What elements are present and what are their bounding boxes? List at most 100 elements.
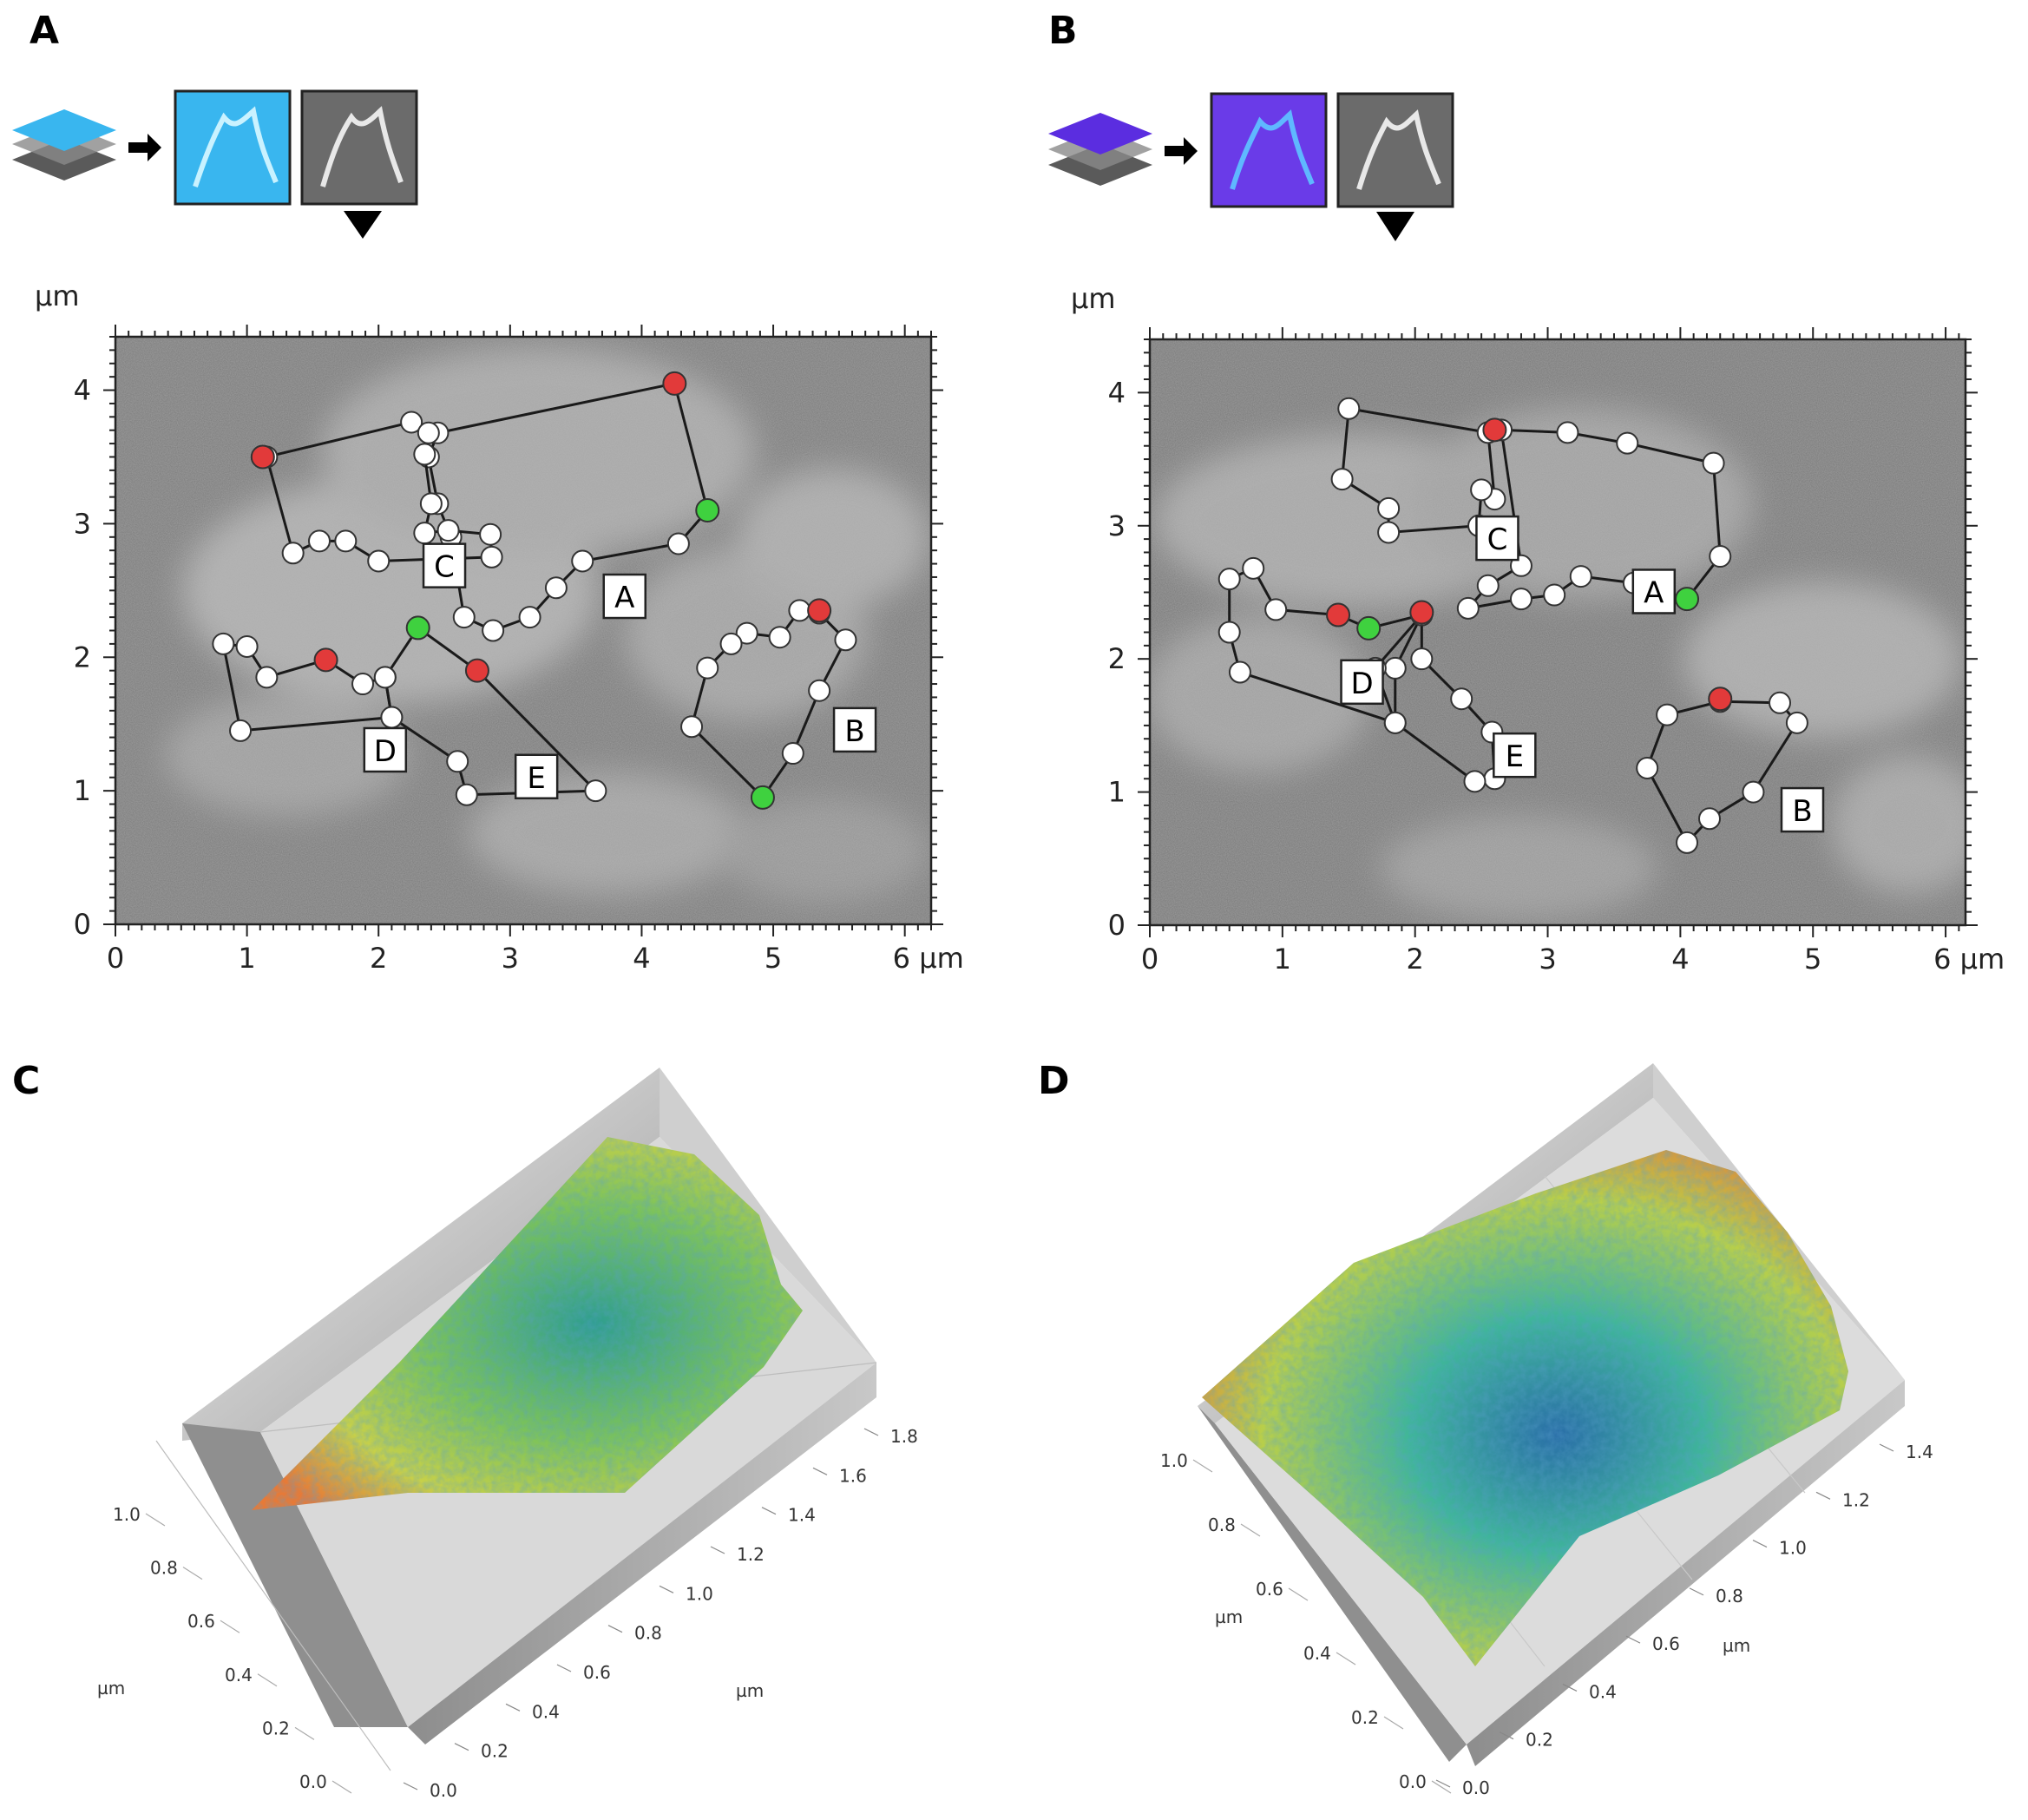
end-marker[interactable] (405, 615, 430, 641)
vertex-marker[interactable] (1556, 421, 1579, 444)
vertex-marker[interactable] (1410, 647, 1434, 671)
vertex-marker[interactable] (1742, 780, 1765, 804)
vertex-marker[interactable] (1476, 574, 1500, 597)
vertex-marker[interactable] (1450, 687, 1473, 711)
vertex-marker[interactable] (413, 443, 436, 466)
vertex-marker[interactable] (1264, 598, 1288, 621)
y-tick-label: 4 (1108, 376, 1126, 409)
x-tick-label: 4 (1671, 943, 1689, 976)
vertex-marker[interactable] (482, 619, 505, 642)
height-tick-label: 0.6 (187, 1611, 215, 1632)
vertex-marker[interactable] (419, 492, 443, 516)
x-tick-label: 1 (1274, 943, 1291, 976)
height-tick-label: 1.0 (113, 1504, 141, 1525)
vertex-marker[interactable] (571, 549, 594, 573)
vertex-marker[interactable] (518, 606, 541, 629)
vertex-marker[interactable] (351, 673, 375, 696)
vertex-marker[interactable] (1470, 478, 1493, 502)
vertex-marker[interactable] (235, 634, 259, 658)
vertex-marker[interactable] (1702, 451, 1725, 475)
vertex-marker[interactable] (367, 549, 391, 573)
vertex-marker[interactable] (768, 626, 791, 649)
vertex-marker[interactable] (1709, 545, 1732, 568)
vertex-marker[interactable] (373, 666, 397, 689)
vertex-marker[interactable] (1509, 588, 1532, 611)
vertex-marker[interactable] (1217, 568, 1241, 591)
vertex-marker[interactable] (696, 656, 719, 680)
vertex-marker[interactable] (413, 522, 436, 545)
vertex-marker[interactable] (446, 750, 469, 773)
vertex-marker[interactable] (417, 421, 440, 444)
end-marker[interactable] (1675, 587, 1700, 612)
y-axis-unit: µm (1071, 282, 1116, 315)
region-label: C (434, 550, 455, 585)
start-marker[interactable] (807, 598, 832, 623)
vertex-marker[interactable] (1698, 807, 1722, 831)
start-marker[interactable] (1326, 602, 1351, 627)
vertex-marker[interactable] (1242, 556, 1265, 580)
vertex-marker[interactable] (1383, 711, 1407, 734)
end-marker[interactable] (750, 785, 775, 810)
start-marker[interactable] (662, 371, 687, 396)
start-marker[interactable] (1708, 687, 1733, 712)
vertex-marker[interactable] (1463, 770, 1487, 793)
vertex-marker[interactable] (735, 621, 758, 645)
vertex-marker[interactable] (452, 606, 476, 629)
vertex-marker[interactable] (808, 679, 831, 702)
vertex-marker[interactable] (1377, 521, 1401, 544)
region-label-box (1475, 515, 1519, 562)
x-tick-label: 3 (502, 942, 519, 975)
vertex-marker[interactable] (1377, 496, 1401, 520)
start-marker[interactable] (1482, 417, 1507, 443)
vertex-marker[interactable] (1676, 831, 1699, 854)
depth-tick-label: 0.8 (1716, 1586, 1743, 1606)
vertex-marker[interactable] (212, 632, 235, 655)
start-marker[interactable] (313, 647, 338, 673)
selected-indicator-icon (1376, 212, 1414, 241)
vertex-marker[interactable] (334, 529, 358, 553)
vertex-marker[interactable] (584, 779, 607, 803)
vertex-marker[interactable] (1228, 660, 1251, 684)
vertex-marker[interactable] (480, 545, 503, 568)
end-marker[interactable] (1356, 615, 1382, 641)
arrow-right-icon (1165, 137, 1198, 165)
y-tick-label: 1 (74, 774, 91, 807)
vertex-marker[interactable] (400, 411, 423, 434)
vertex-marker[interactable] (436, 519, 460, 542)
vertex-marker[interactable] (1636, 756, 1659, 779)
vertex-marker[interactable] (666, 532, 690, 555)
start-marker[interactable] (464, 658, 489, 683)
vertex-marker[interactable] (380, 706, 404, 729)
vertex-marker[interactable] (255, 666, 279, 689)
vertex-marker[interactable] (834, 628, 857, 652)
y-tick-label: 2 (74, 641, 91, 673)
vertex-marker[interactable] (1656, 703, 1679, 726)
vertex-marker[interactable] (281, 542, 305, 565)
region-label-box (1631, 568, 1677, 614)
vertex-marker[interactable] (479, 522, 502, 546)
height-axis-unit: µm (1215, 1606, 1243, 1627)
vertex-marker[interactable] (680, 715, 704, 739)
vertex-marker[interactable] (1330, 468, 1354, 491)
vertex-marker[interactable] (229, 719, 253, 742)
y-tick-label: 0 (1108, 909, 1126, 942)
vertex-marker[interactable] (1543, 583, 1566, 607)
start-marker[interactable] (250, 444, 275, 470)
vertex-marker[interactable] (1217, 621, 1241, 644)
end-marker[interactable] (695, 498, 720, 523)
vertex-marker[interactable] (1383, 656, 1407, 680)
vertex-marker[interactable] (719, 632, 743, 655)
vertex-marker[interactable] (455, 783, 478, 806)
start-marker[interactable] (1409, 600, 1434, 625)
region-label: D (1350, 667, 1373, 701)
vertex-marker[interactable] (1569, 565, 1592, 588)
vertex-marker[interactable] (1337, 397, 1361, 420)
vertex-marker[interactable] (781, 742, 804, 765)
vertex-marker[interactable] (1456, 596, 1480, 620)
vertex-marker[interactable] (788, 599, 811, 622)
vertex-marker[interactable] (1785, 711, 1808, 734)
vertex-marker[interactable] (1769, 691, 1792, 714)
vertex-marker[interactable] (308, 529, 331, 553)
vertex-marker[interactable] (544, 576, 568, 600)
vertex-marker[interactable] (1616, 431, 1639, 455)
